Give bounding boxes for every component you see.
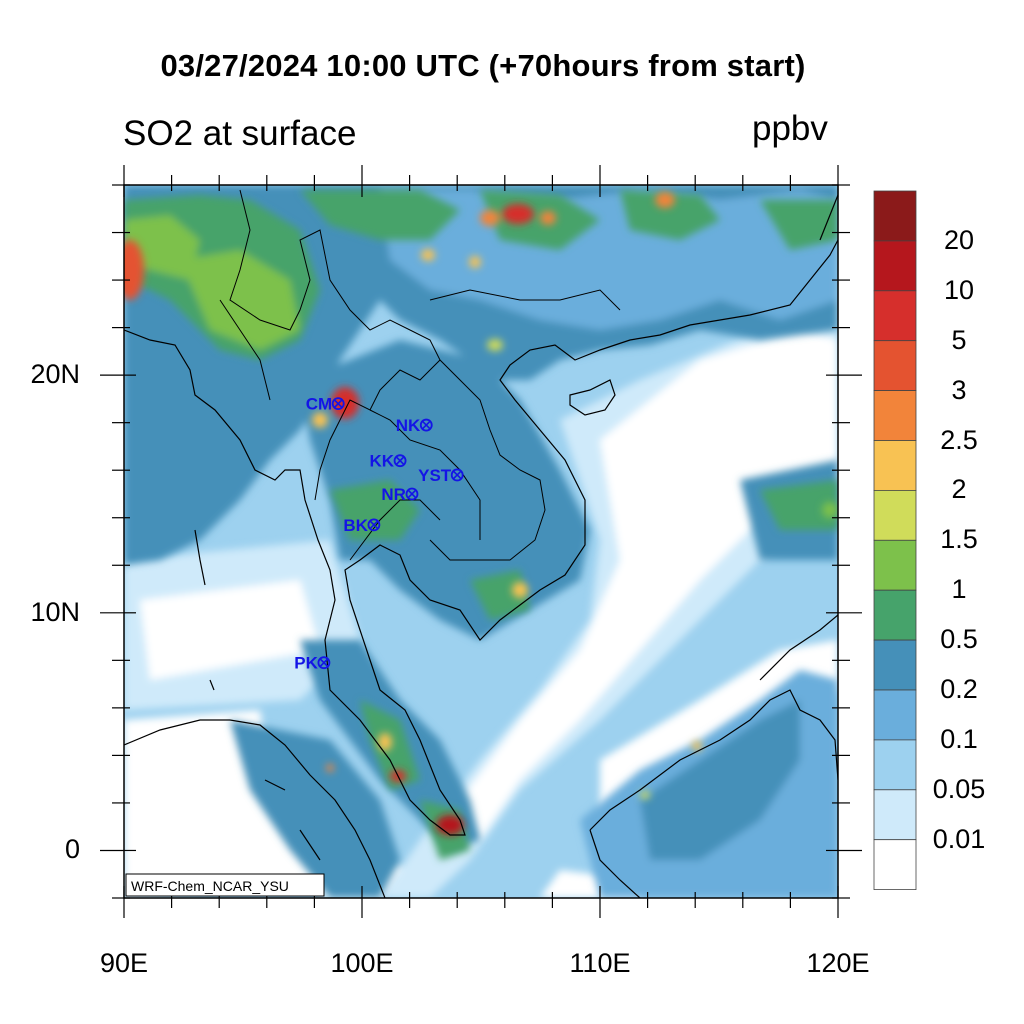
colorbar-level-label: 20 (943, 224, 975, 255)
colorbar-swatch (873, 290, 917, 342)
station-label: NR (381, 485, 406, 504)
colorbar-swatch (873, 839, 917, 891)
station-marker-cross (407, 489, 417, 499)
colorbar-level-label: 3 (951, 374, 967, 405)
colorbar-level-label: 10 (943, 274, 975, 305)
station-kk: KK (370, 452, 407, 471)
colorbar-swatch (873, 440, 917, 491)
station-marker (331, 397, 345, 411)
station-label: YST (418, 466, 452, 485)
colorbar-swatch (873, 489, 917, 541)
longitude-label: 100E (330, 948, 394, 978)
station-marker (393, 454, 407, 468)
colorbar-level-label: 0.05 (932, 773, 986, 804)
colorbar-swatch (873, 190, 917, 242)
colorbar-swatch (873, 639, 917, 691)
station-label: CM (306, 395, 332, 414)
longitude-label: 110E (569, 948, 631, 978)
station-marker-cross (333, 399, 343, 409)
station-marker-cross (421, 420, 431, 430)
latitude-label: 10N (30, 596, 80, 627)
station-yst: YST (418, 466, 464, 485)
station-marker (367, 518, 381, 532)
colorbar-level-label: 5 (951, 324, 967, 355)
colorbar-swatch (873, 589, 917, 641)
station-nr: NR (381, 485, 419, 504)
longitude-label: 120E (806, 948, 870, 978)
map-frame (123, 184, 839, 899)
colorbar-level-label: 1 (951, 574, 967, 605)
colorbar (873, 190, 917, 891)
station-marker (419, 418, 433, 432)
latitude-label: 20N (30, 359, 80, 390)
station-pk: PK (294, 654, 331, 673)
station-label: BK (343, 516, 368, 535)
axis-ticks (100, 165, 862, 918)
longitude-label: 90E (99, 948, 149, 978)
station-cm: CM (306, 395, 345, 414)
credit-box: WRF-Chem_NCAR_YSU (125, 873, 325, 897)
variable-label: SO2 at surface (123, 114, 357, 153)
colorbar-swatch (873, 789, 917, 841)
station-label: NK (396, 416, 421, 435)
colorbar-level-label: 1.5 (940, 524, 978, 555)
colorbar-swatch (873, 689, 917, 741)
station-marker-cross (369, 520, 379, 530)
colorbar-level-label: 0.1 (940, 723, 978, 754)
colorbar-level-label: 0.2 (940, 674, 978, 704)
colorbar-swatch (873, 739, 917, 791)
colorbar-swatch (873, 390, 917, 441)
coastlines (124, 189, 838, 898)
colorbar-level-label: 0.5 (940, 624, 978, 655)
station-marker-cross (319, 658, 329, 668)
colorbar-swatch (873, 240, 917, 292)
units-label: ppbv (752, 109, 828, 148)
colorbar-level-label: 2.5 (940, 424, 978, 455)
colorbar-level-label: 2 (951, 474, 967, 505)
colorbar-swatch (873, 539, 917, 591)
colorbar-level-label: 0.01 (932, 823, 986, 854)
credit-text: WRF-Chem_NCAR_YSU (131, 878, 289, 894)
station-marker (405, 487, 419, 501)
latitude-label: 0 (64, 834, 80, 865)
station-marker (317, 656, 331, 670)
colorbar-swatch (873, 340, 917, 392)
station-marker-cross (395, 456, 405, 466)
station-label: PK (294, 654, 318, 673)
station-nk: NK (396, 416, 433, 435)
station-label: KK (370, 452, 395, 471)
station-bk: BK (343, 516, 381, 535)
map-title: 03/27/2024 10:00 UTC (+70hours from star… (160, 48, 806, 83)
station-marker (450, 468, 464, 482)
concentration-field (124, 185, 838, 898)
station-marker-cross (452, 470, 462, 480)
